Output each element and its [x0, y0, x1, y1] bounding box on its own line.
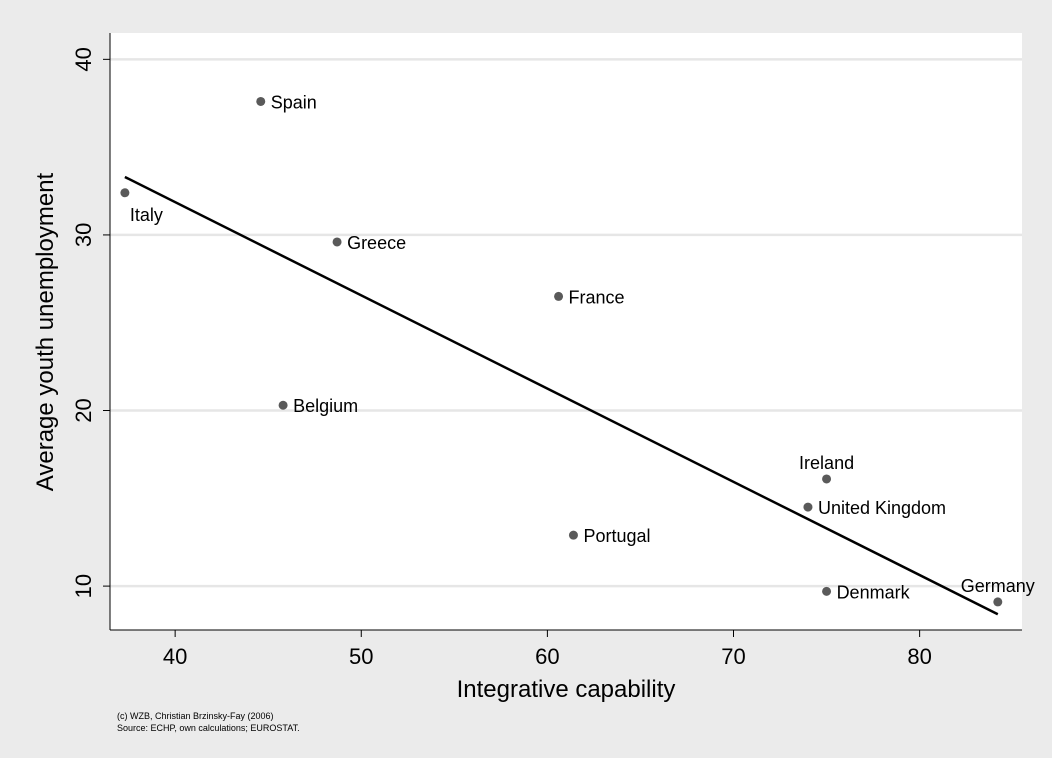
point-label-united-kingdom: United Kingdom — [818, 498, 946, 518]
plot-area — [110, 33, 1022, 630]
point-italy — [120, 188, 130, 198]
x-tick-label: 40 — [163, 644, 187, 669]
point-label-portugal: Portugal — [583, 526, 650, 546]
x-tick-label: 80 — [907, 644, 931, 669]
y-tick-label: 10 — [71, 574, 96, 598]
point-greece — [332, 237, 342, 247]
gridlines — [110, 58, 1022, 588]
point-label-germany: Germany — [961, 576, 1035, 596]
point-united-kingdom — [803, 502, 813, 512]
data-points: Spain Italy Greece France Belgium Ireland Unit… — [120, 92, 1035, 607]
point-label-greece: Greece — [347, 233, 406, 253]
point-denmark — [822, 586, 832, 596]
point-label-ireland: Ireland — [799, 453, 854, 473]
source-note: Source: ECHP, own calculations; EUROSTAT… — [117, 723, 300, 733]
point-france — [554, 291, 564, 301]
fitted-line — [124, 175, 999, 616]
axes — [109, 33, 1022, 631]
point-label-belgium: Belgium — [293, 396, 358, 416]
x-tick-label: 50 — [349, 644, 373, 669]
point-ireland — [822, 474, 832, 484]
point-label-spain: Spain — [271, 92, 317, 112]
point-label-italy: Italy — [130, 205, 163, 225]
copyright-note: (c) WZB, Christian Brzinsky-Fay (2006) — [117, 711, 274, 721]
y-tick-label: 20 — [71, 398, 96, 422]
point-portugal — [568, 530, 578, 540]
x-axis-title: Integrative capability — [457, 676, 676, 703]
y-tick-label: 40 — [71, 47, 96, 71]
point-germany — [993, 597, 1003, 607]
point-spain — [256, 96, 266, 106]
ticks: 10 20 30 40 40 50 60 70 80 — [71, 47, 932, 669]
point-belgium — [278, 400, 288, 410]
point-label-denmark: Denmark — [837, 582, 911, 602]
y-axis-title: Average youth unemployment — [32, 172, 59, 491]
point-label-france: France — [569, 287, 625, 307]
y-tick-label: 30 — [71, 223, 96, 247]
x-tick-label: 60 — [535, 644, 559, 669]
x-tick-label: 70 — [721, 644, 745, 669]
